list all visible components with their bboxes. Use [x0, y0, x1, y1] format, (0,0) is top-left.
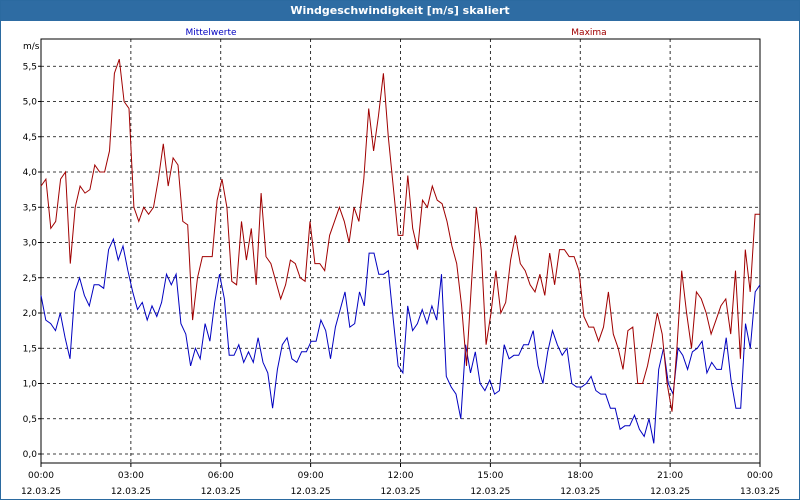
- series-line-mittelwerte: [40, 237, 761, 444]
- y-tick-label: 1,0: [23, 380, 38, 390]
- x-tick-date: 12.03.25: [111, 487, 151, 497]
- y-tick-label: 3,5: [23, 203, 37, 213]
- series-group: [40, 59, 761, 444]
- y-tick-label: 2,5: [23, 274, 37, 284]
- x-tick-date: 12.03.25: [291, 487, 331, 497]
- y-axis-label: m/s: [23, 42, 40, 52]
- x-tick-time: 12:00: [388, 471, 414, 481]
- y-tick-label: 3,0: [23, 239, 38, 249]
- x-tick-time: 15:00: [477, 471, 503, 481]
- x-tick-time: 00:00: [28, 471, 54, 481]
- x-tick-date: 12.03.25: [650, 487, 690, 497]
- y-tick-label: 5,0: [23, 98, 38, 108]
- x-tick-time: 03:00: [118, 471, 144, 481]
- y-axis: 0,0 0,5 1,0 1,5 2,0 2,5 3,0 3,5 4,0 4,5 5,0 5,5: [23, 62, 41, 460]
- y-tick-label: 5,5: [23, 62, 37, 72]
- y-tick-label: 0,0: [23, 450, 38, 460]
- x-tick-time: 06:00: [208, 471, 234, 481]
- x-axis: 00:00 12.03.25 03:00 12.03.25 06:00 12.03.25 0…: [21, 463, 780, 497]
- y-tick-label: 0,5: [23, 415, 37, 425]
- x-tick-time: 09:00: [298, 471, 324, 481]
- x-tick-time: 18:00: [567, 471, 593, 481]
- legend-maxima: Maxima: [571, 28, 606, 38]
- grid: [41, 39, 760, 463]
- x-tick-date: 12.03.25: [470, 487, 510, 497]
- y-tick-label: 4,0: [23, 168, 38, 178]
- chart-title: Windgeschwindigkeit [m/s] skaliert: [1, 1, 799, 21]
- series-line-maxima: [40, 59, 760, 412]
- x-tick-date: 12.03.25: [560, 487, 600, 497]
- legend-mittelwerte: Mittelwerte: [185, 28, 236, 38]
- x-tick-date: 12.03.25: [21, 487, 61, 497]
- x-tick-date: 13.03.25: [740, 487, 780, 497]
- y-tick-label: 4,5: [23, 133, 37, 143]
- x-tick-time: 00:00: [747, 471, 773, 481]
- x-tick-date: 12.03.25: [380, 487, 420, 497]
- y-tick-label: 1,5: [23, 344, 37, 354]
- y-tick-label: 2,0: [23, 309, 38, 319]
- x-tick-time: 21:00: [657, 471, 683, 481]
- x-tick-date: 12.03.25: [201, 487, 241, 497]
